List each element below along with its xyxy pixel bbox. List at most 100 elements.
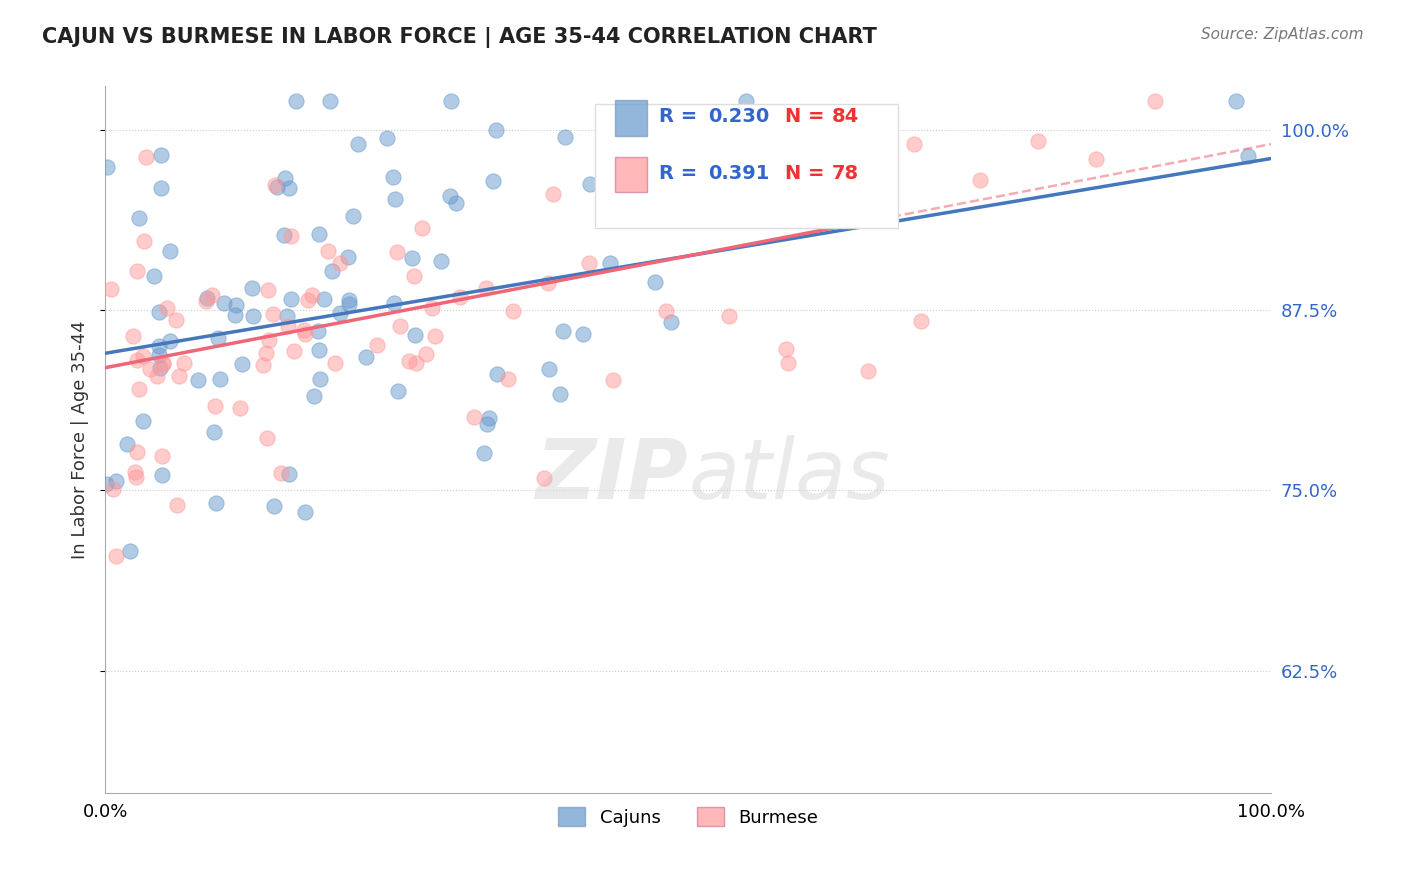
Point (329, 306, 352, 320)
Point (811, 169, 834, 183)
Point (104, 474, 127, 488)
Point (388, 318, 411, 333)
Point (602, 373, 624, 387)
Point (337, 293, 360, 307)
Point (578, 256, 600, 270)
Point (148, 339, 170, 353)
Point (1026, 134, 1049, 148)
Point (385, 244, 408, 259)
Point (128, 211, 150, 226)
Point (231, 357, 253, 371)
Point (321, 264, 343, 278)
Point (598, 187, 620, 202)
Point (548, 386, 571, 401)
Point (283, 344, 305, 359)
Text: N =: N = (785, 164, 831, 183)
Point (405, 356, 427, 370)
Point (152, 357, 174, 371)
Point (278, 181, 301, 195)
Point (212, 295, 235, 310)
Text: 0.391: 0.391 (709, 164, 769, 183)
Point (444, 195, 467, 210)
Point (366, 338, 388, 352)
Point (572, 327, 595, 342)
Point (104, 549, 127, 563)
Point (197, 291, 219, 305)
Point (398, 353, 420, 368)
Point (294, 505, 316, 519)
Point (1225, 94, 1247, 108)
Point (165, 313, 187, 327)
Text: atlas: atlas (688, 434, 890, 516)
Point (302, 389, 325, 403)
Point (120, 543, 142, 558)
Point (384, 192, 406, 206)
Point (342, 210, 364, 224)
Point (312, 292, 335, 306)
Point (533, 470, 555, 484)
Point (262, 306, 284, 320)
Text: 84: 84 (831, 107, 859, 127)
Point (274, 171, 297, 186)
Point (463, 410, 485, 425)
Point (402, 268, 425, 283)
Point (266, 180, 288, 194)
Point (498, 371, 520, 385)
Point (429, 254, 451, 268)
Point (143, 268, 166, 283)
Point (224, 308, 246, 322)
Point (280, 292, 302, 306)
FancyBboxPatch shape (614, 101, 647, 136)
Point (475, 417, 498, 431)
Point (273, 228, 295, 243)
Point (256, 283, 278, 297)
Point (122, 329, 145, 343)
Point (201, 287, 224, 301)
Point (195, 294, 218, 309)
Point (139, 362, 162, 376)
Point (264, 178, 287, 192)
Point (159, 334, 181, 348)
Point (225, 298, 247, 312)
Point (148, 305, 170, 319)
Point (204, 425, 226, 439)
Point (254, 346, 277, 360)
Text: ZIP: ZIP (536, 434, 688, 516)
Point (599, 256, 621, 270)
Point (354, 350, 377, 364)
FancyBboxPatch shape (614, 157, 647, 193)
Point (537, 276, 560, 290)
Point (316, 244, 339, 258)
Point (337, 250, 360, 264)
Point (337, 297, 360, 311)
Text: 0.230: 0.230 (709, 107, 769, 127)
Point (252, 359, 274, 373)
Text: 78: 78 (831, 164, 859, 183)
Point (285, 94, 308, 108)
Point (124, 466, 146, 480)
Point (401, 251, 423, 265)
Point (150, 449, 173, 463)
Point (276, 309, 298, 323)
Point (135, 150, 157, 164)
Point (375, 131, 398, 145)
Point (127, 353, 149, 368)
Point (475, 281, 498, 295)
Point (659, 315, 682, 329)
Point (440, 94, 463, 108)
Point (734, 94, 756, 108)
Point (1085, 152, 1108, 166)
Point (541, 186, 564, 201)
Point (205, 496, 228, 510)
Point (910, 314, 932, 328)
Point (127, 264, 149, 278)
FancyBboxPatch shape (595, 104, 898, 227)
Point (307, 324, 329, 338)
Point (278, 467, 301, 481)
Point (173, 356, 195, 370)
Text: R =: R = (659, 107, 704, 127)
Point (94, 477, 117, 491)
Point (381, 170, 404, 185)
Point (382, 295, 405, 310)
Point (297, 293, 319, 308)
